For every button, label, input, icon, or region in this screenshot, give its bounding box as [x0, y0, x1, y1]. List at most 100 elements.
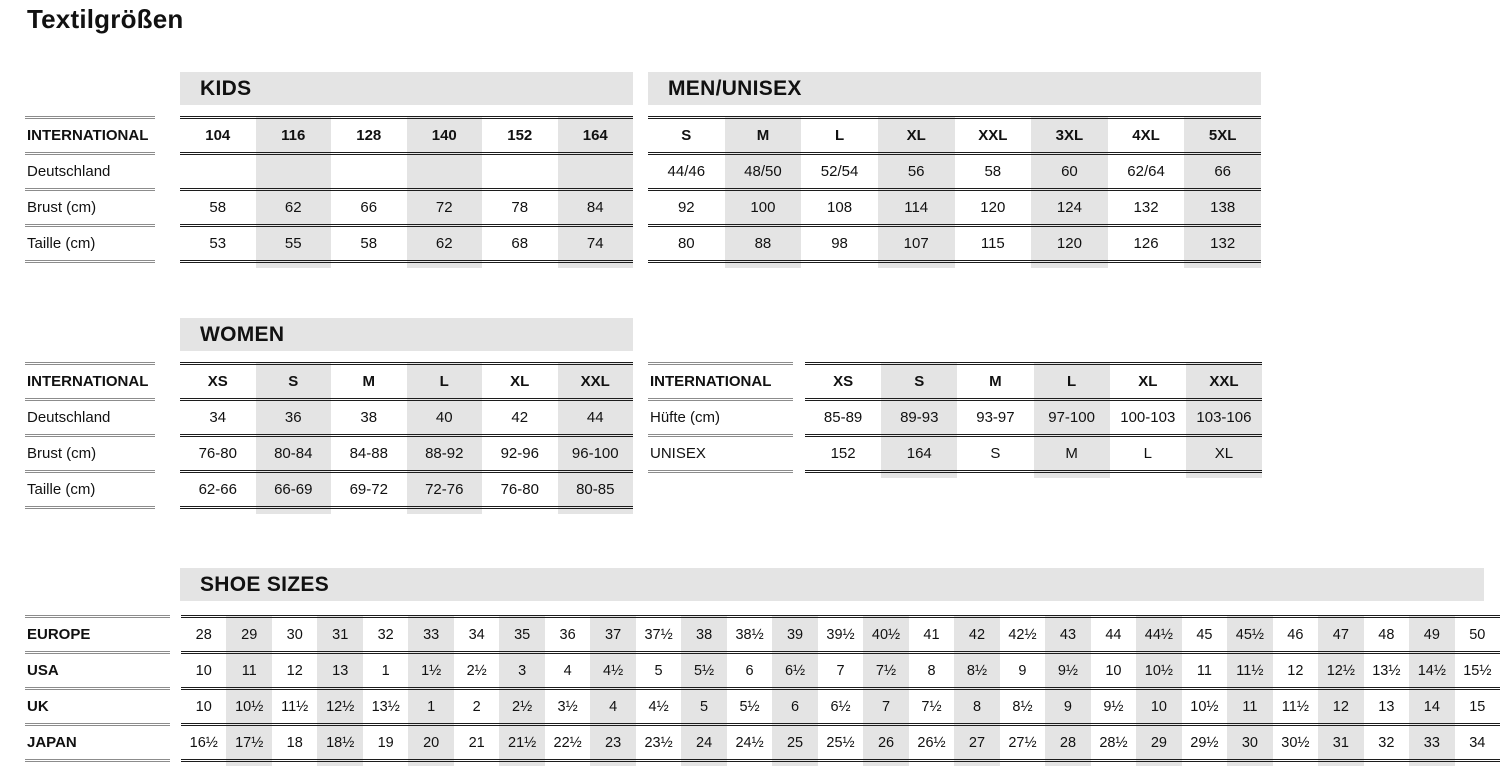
table-column: 33 1½ 1 20	[408, 615, 454, 766]
table-cell: 42½	[999, 615, 1046, 651]
row-label: EUROPE	[25, 615, 170, 651]
table-cell: 12	[1318, 687, 1364, 723]
row-labels-women: INTERNATIONAL Deutschland Brust (cm) Taille…	[25, 362, 155, 509]
table-column: XXL 103-106 XL	[1185, 362, 1263, 478]
table-cell: 98	[801, 224, 878, 263]
table-cell: 132	[1107, 188, 1185, 224]
table-cell: 2	[453, 687, 500, 723]
table-column: 39½ 7 6½ 25½	[817, 615, 864, 766]
table-column: 41 8 7½ 26½	[908, 615, 955, 766]
column-header: S	[648, 116, 725, 152]
table-cell: 10½	[1181, 687, 1228, 723]
table-cell: 1½	[408, 651, 454, 687]
table-column: XS 85-89 152	[805, 362, 882, 478]
table-cell: 80	[648, 224, 725, 263]
table-cell	[482, 152, 558, 188]
table-column: 164 84 74	[557, 116, 633, 268]
kids-size-table: 104 58 53 116 62 55 128 66 58 140 72 62 152 78 68 164 84…	[180, 116, 633, 268]
table-cell: 27	[954, 723, 1000, 762]
table-column: 38 5½ 5 24	[681, 615, 727, 766]
column-header: XXL	[1185, 362, 1263, 398]
table-column: 45 11 10½ 29½	[1181, 615, 1228, 766]
table-cell: 8½	[999, 687, 1046, 723]
table-column: 140 72 62	[406, 116, 482, 268]
column-header: M	[331, 362, 407, 398]
table-cell: 38½	[726, 615, 773, 651]
table-cell: 89-93	[881, 398, 958, 434]
table-cell: 26½	[908, 723, 955, 762]
table-cell: 28½	[1090, 723, 1137, 762]
table-column: 38½ 6 5½ 24½	[726, 615, 773, 766]
table-cell: 84-88	[331, 434, 407, 470]
table-cell: 30	[1227, 723, 1273, 762]
table-cell	[406, 152, 482, 188]
table-cell: 38	[681, 615, 727, 651]
table-cell: 152	[805, 434, 882, 473]
table-cell: 5	[635, 651, 682, 687]
table-cell: 1	[408, 687, 454, 723]
table-column: 49 14½ 14 33	[1409, 615, 1455, 766]
table-cell: 7	[863, 687, 909, 723]
table-column: 37 4½ 4 23	[590, 615, 636, 766]
column-header: XL	[877, 116, 955, 152]
table-cell: 13	[1363, 687, 1410, 723]
table-cell: 35	[499, 615, 545, 651]
shoe-size-table: 28 10 10 16½ 29 11 10½ 17½ 30 12 11½ 18 31 13 12½ 18½ 32…	[181, 615, 1501, 766]
table-cell: 56	[877, 152, 955, 188]
table-cell: 23½	[635, 723, 682, 762]
row-label: UK	[25, 687, 170, 723]
table-column: 46 12 11½ 30½	[1272, 615, 1319, 766]
table-cell: 120	[1031, 224, 1108, 263]
table-cell: 10	[181, 687, 227, 723]
table-cell: 42	[954, 615, 1000, 651]
table-cell: 7½	[908, 687, 955, 723]
table-cell: 103-106	[1185, 398, 1263, 434]
table-cell: 15	[1454, 687, 1501, 723]
table-cell: 85-89	[805, 398, 882, 434]
table-column: 29 11 10½ 17½	[226, 615, 272, 766]
table-cell: 30½	[1272, 723, 1319, 762]
table-column: 50 15½ 15 34	[1454, 615, 1501, 766]
table-column: 128 66 58	[331, 116, 407, 268]
table-column: 34 2½ 2 21	[453, 615, 500, 766]
table-column: 152 78 68	[482, 116, 558, 268]
table-cell	[255, 152, 331, 188]
column-header: 164	[557, 116, 633, 152]
table-cell: 23	[590, 723, 636, 762]
table-cell: 62-66	[180, 470, 256, 509]
table-column: L 97-100 M	[1033, 362, 1110, 478]
table-cell: 21	[453, 723, 500, 762]
table-cell: 25	[772, 723, 818, 762]
column-header: XL	[1109, 362, 1186, 398]
table-cell: 47	[1318, 615, 1364, 651]
column-header: XS	[180, 362, 256, 398]
column-header: M	[724, 116, 802, 152]
table-cell: 13	[317, 651, 363, 687]
table-cell: 41	[908, 615, 955, 651]
table-cell: 50	[1454, 615, 1501, 651]
table-cell: 9½	[1045, 651, 1091, 687]
table-cell: 58	[180, 188, 256, 224]
table-cell: 5½	[726, 687, 773, 723]
table-cell: 8	[954, 687, 1000, 723]
table-cell: 12½	[1318, 651, 1364, 687]
table-column: XL 56 114 107	[877, 116, 955, 268]
table-column: 44 10 9½ 28½	[1090, 615, 1137, 766]
table-cell: 45	[1181, 615, 1228, 651]
column-header: 128	[331, 116, 407, 152]
table-cell: 10	[181, 651, 227, 687]
row-label: JAPAN	[25, 723, 170, 762]
row-labels-shoes: EUROPE USA UK JAPAN	[25, 615, 170, 762]
column-header: 140	[406, 116, 482, 152]
table-cell: 36	[544, 615, 591, 651]
table-column: M 48/50 100 88	[724, 116, 802, 268]
women-hip-unisex-table: XS 85-89 152 S 89-93 164 M 93-97 S L 97-100 M XL 100-…	[805, 362, 1263, 478]
table-cell: 9½	[1090, 687, 1137, 723]
row-label: Hüfte (cm)	[648, 398, 793, 434]
table-cell: 66	[331, 188, 407, 224]
table-cell: 33	[1409, 723, 1455, 762]
table-cell: 1	[362, 651, 409, 687]
table-column: 45½ 11½ 11 30	[1227, 615, 1273, 766]
table-cell: 53	[180, 224, 256, 263]
table-cell: 132	[1184, 224, 1261, 263]
